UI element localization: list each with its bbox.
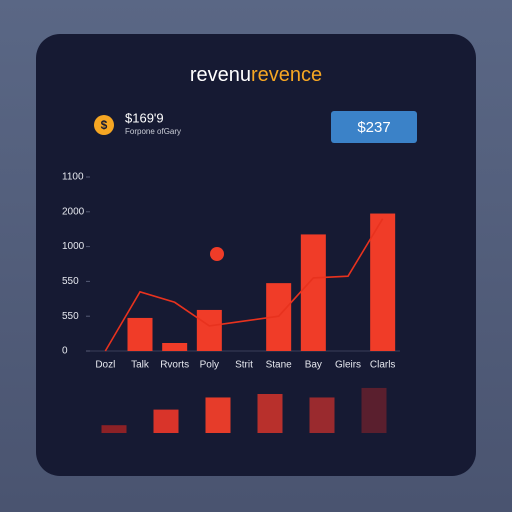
bar xyxy=(127,317,153,351)
y-tick-label: 0 xyxy=(62,346,68,357)
mini-bar xyxy=(153,409,179,433)
bar xyxy=(162,342,188,351)
title: revenurevence xyxy=(190,64,322,86)
x-tick-label: Clarls xyxy=(370,360,396,371)
y-tick-label: 1000 xyxy=(62,241,85,252)
button[interactable] xyxy=(331,111,417,143)
mini-bar xyxy=(205,397,231,433)
y-tick-label: 1100 xyxy=(62,172,84,183)
line xyxy=(104,218,384,352)
coin-icon xyxy=(94,115,114,135)
x-tick-label: Strit xyxy=(235,360,253,371)
bar xyxy=(370,213,396,351)
caption: Forpone ofGary xyxy=(125,127,181,136)
bar xyxy=(300,234,326,351)
coin-symbol: $ xyxy=(101,118,108,132)
x-tick-label: Rvorts xyxy=(160,360,189,371)
title-part: revence xyxy=(251,64,322,86)
mini-bar xyxy=(257,394,283,433)
x-tick-label: Gleirs xyxy=(335,360,361,371)
mini-bar xyxy=(361,387,387,433)
x-tick-label: Bay xyxy=(305,360,322,371)
y-tick-label: 2000 xyxy=(62,206,85,217)
x-tick-label: Poly xyxy=(200,360,219,371)
amount: $169'9 xyxy=(125,110,164,125)
mini-bar xyxy=(309,397,335,433)
x-tick-label: Dozl xyxy=(95,360,115,371)
x-tick-label: Stane xyxy=(266,360,293,371)
x-tick-label: Talk xyxy=(131,360,150,371)
mini-bar xyxy=(101,425,127,433)
card xyxy=(36,34,476,476)
y-tick-label: 550 xyxy=(62,311,79,322)
title-part: revenu xyxy=(190,64,251,86)
y-tick-label: 550 xyxy=(62,276,79,287)
bar xyxy=(196,309,222,351)
highlight-dot xyxy=(210,247,224,261)
button-label[interactable]: $237 xyxy=(357,119,390,136)
